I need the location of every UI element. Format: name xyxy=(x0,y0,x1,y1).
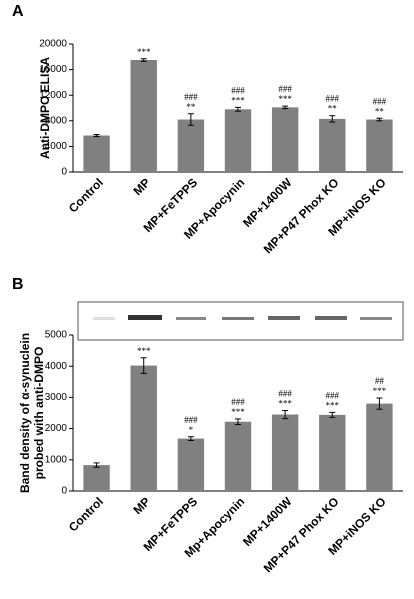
bar xyxy=(224,109,252,172)
error-bar xyxy=(235,106,241,112)
error-bar xyxy=(140,357,147,374)
x-tick-label: Control xyxy=(66,175,106,215)
significance-label: ** xyxy=(328,104,338,114)
x-tick-label: MP xyxy=(130,175,153,198)
x-tick-label: MP xyxy=(130,494,153,517)
bar xyxy=(130,365,157,491)
significance-label: ### xyxy=(278,84,292,94)
significance-label: ### xyxy=(326,390,340,400)
significance-label: ## xyxy=(375,376,385,386)
error-bar xyxy=(140,58,147,62)
panel-label: B xyxy=(12,276,24,293)
y-tick-label: 3000 xyxy=(45,392,68,403)
significance-label: *** xyxy=(231,407,245,417)
bar xyxy=(224,421,252,491)
significance-label: *** xyxy=(231,95,245,105)
bar xyxy=(83,135,110,172)
significance-label: *** xyxy=(326,400,340,410)
significance-label: ### xyxy=(231,397,245,407)
x-tick-label: Control xyxy=(66,494,106,534)
error-bar xyxy=(329,411,336,418)
significance-label: ** xyxy=(375,106,385,116)
significance-label: ### xyxy=(373,96,387,106)
significance-label: ### xyxy=(184,415,198,425)
error-bar xyxy=(93,462,100,468)
panel-label: A xyxy=(12,3,24,20)
error-bar xyxy=(187,113,194,126)
error-bar xyxy=(235,418,241,426)
y-tick-label: 12000 xyxy=(39,90,67,101)
y-tick-label: 20000 xyxy=(39,39,67,50)
significance-label: ### xyxy=(231,85,245,95)
y-tick-label: 4000 xyxy=(45,361,68,372)
significance-label: *** xyxy=(278,399,292,409)
significance-label: ### xyxy=(326,94,340,104)
bar xyxy=(130,60,157,172)
y-tick-label: 5000 xyxy=(45,330,68,341)
significance-label: ** xyxy=(186,102,196,112)
y-tick-label: 8000 xyxy=(45,115,68,126)
blot-image xyxy=(77,301,404,341)
error-bar xyxy=(376,397,383,410)
y-tick-label: 2000 xyxy=(45,423,68,434)
error-bar xyxy=(329,115,336,123)
significance-label: *** xyxy=(373,386,387,396)
significance-label: *** xyxy=(278,94,292,104)
y-tick-label: 1000 xyxy=(45,454,68,465)
bar xyxy=(366,119,393,172)
y-axis-label: probed with anti-DMPO xyxy=(32,347,46,480)
bar xyxy=(177,119,205,172)
error-bar xyxy=(93,134,100,137)
bar xyxy=(271,414,299,491)
error-bar xyxy=(282,410,289,420)
y-axis-label: Anti-DMPO ELISA xyxy=(38,57,52,159)
y-tick-label: 16000 xyxy=(39,64,67,75)
bar xyxy=(319,118,346,172)
y-tick-label: 0 xyxy=(61,167,67,178)
significance-label: ### xyxy=(184,92,198,102)
bar xyxy=(319,414,346,491)
significance-label: ### xyxy=(278,389,292,399)
error-bar xyxy=(187,436,194,441)
y-tick-label: 4000 xyxy=(45,141,68,152)
bar xyxy=(366,403,393,491)
significance-label: *** xyxy=(137,47,151,57)
bar xyxy=(177,438,205,491)
y-axis-label: Band density of α-synuclein xyxy=(18,333,32,493)
error-bar xyxy=(376,117,383,122)
bar xyxy=(83,465,110,491)
significance-label: * xyxy=(189,425,194,435)
y-tick-label: 0 xyxy=(61,486,67,497)
error-bar xyxy=(282,105,289,110)
bar xyxy=(271,107,299,172)
significance-label: *** xyxy=(137,346,151,356)
